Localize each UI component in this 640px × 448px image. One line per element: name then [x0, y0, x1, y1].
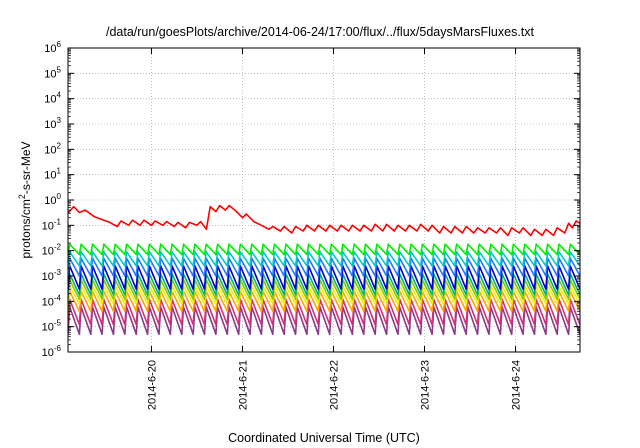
y-tick-label-base: 10 [42, 322, 54, 334]
y-axis-ticks: 10-610-510-410-310-210-11001011021031041… [42, 40, 580, 359]
y-tick-label: 10-1 [42, 217, 62, 232]
y-tick-label: 102 [44, 141, 61, 156]
y-tick-label-exp: -5 [54, 319, 62, 328]
y-tick-label: 106 [44, 40, 61, 55]
series-line [68, 204, 580, 237]
y-tick-label-exp: -1 [54, 217, 62, 226]
y-tick-label-base: 10 [44, 170, 56, 182]
y-axis-label-sup: 2 [17, 194, 27, 199]
x-tick-label: 2014-6-24 [511, 360, 523, 410]
y-tick-label-base: 10 [42, 347, 54, 359]
y-tick-label-exp: 5 [57, 65, 62, 74]
series-line [68, 243, 580, 256]
x-tick-label: 2014-6-23 [420, 360, 432, 410]
y-tick-label: 10-5 [42, 319, 62, 334]
series-line [68, 251, 580, 267]
y-tick-label: 10-4 [42, 293, 62, 308]
y-tick-label: 10-2 [42, 243, 62, 258]
y-tick-label-base: 10 [44, 68, 56, 80]
y-axis-label-rest: -s-sr-MeV [19, 141, 33, 194]
y-tick-label-base: 10 [42, 220, 54, 232]
plot-area [68, 204, 580, 336]
y-tick-label: 103 [44, 116, 61, 131]
y-tick-label-exp: 2 [57, 141, 62, 150]
y-tick-label-base: 10 [44, 94, 56, 106]
y-tick-label-exp: 0 [57, 192, 62, 201]
y-axis-label-base: protons/cm [19, 199, 33, 258]
y-tick-label-base: 10 [44, 195, 56, 207]
y-tick-label-exp: -2 [54, 243, 62, 252]
y-tick-label-exp: -6 [54, 344, 62, 353]
y-tick-label-base: 10 [42, 296, 54, 308]
y-tick-label-exp: 4 [57, 91, 62, 100]
series-line [68, 265, 580, 290]
y-tick-label-base: 10 [42, 271, 54, 283]
y-axis-label: protons/cm2-s-sr-MeV [17, 141, 33, 258]
y-tick-label-exp: 3 [57, 116, 62, 125]
x-axis-ticks: 2014-6-20 2014-6-21 2014-6-22 2014-6-23 2014… [146, 48, 523, 410]
y-tick-label-base: 10 [44, 144, 56, 156]
y-tick-label: 10-6 [42, 344, 62, 359]
y-tick-label-exp: -4 [54, 293, 62, 302]
x-axis-label: Coordinated Universal Time (UTC) [228, 431, 420, 445]
y-tick-label: 101 [44, 167, 61, 182]
series-line [68, 257, 580, 277]
plot-frame [67, 47, 581, 353]
x-tick-label: 2014-6-20 [146, 360, 158, 410]
y-tick-label-base: 10 [44, 119, 56, 131]
y-tick-label-base: 10 [42, 246, 54, 258]
chart-title: /data/run/goesPlots/archive/2014-06-24/1… [106, 25, 535, 39]
y-tick-label: 100 [44, 192, 61, 207]
x-tick-label: 2014-6-22 [328, 360, 340, 410]
series-line [68, 298, 580, 326]
x-tick-label: 2014-6-21 [237, 360, 249, 410]
y-tick-label: 104 [44, 91, 61, 106]
y-tick-label-exp: 1 [57, 167, 62, 176]
y-tick-label-exp: -3 [54, 268, 62, 277]
y-tick-label-exp: 6 [57, 40, 62, 49]
y-tick-label: 105 [44, 65, 61, 80]
y-tick-label-base: 10 [44, 43, 56, 55]
y-tick-label: 10-3 [42, 268, 62, 283]
